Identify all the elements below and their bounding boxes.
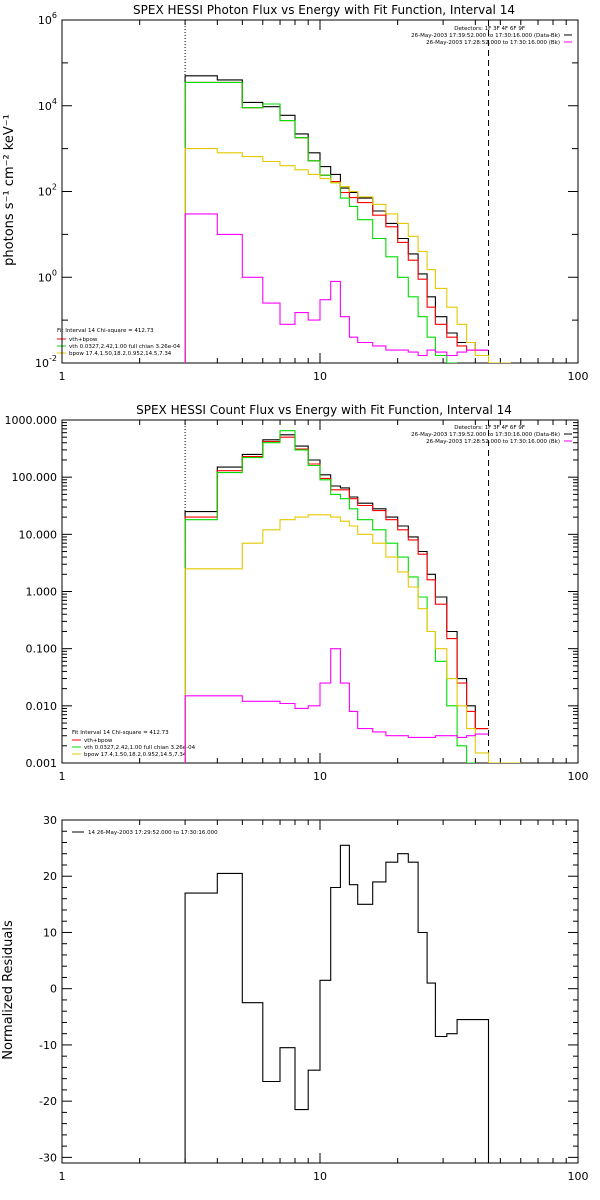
photon-y-tick-label: 102 <box>38 183 57 199</box>
residuals-x-tick-label: 100 <box>568 1170 589 1183</box>
photon-legend-sum: vth+bpow <box>69 337 98 343</box>
photon-y-tick-label: 10-2 <box>35 354 57 370</box>
count-series-vth <box>184 430 476 763</box>
photon-detectors-box: Detectors: 1F 3F 4F 6F 9F 26-May-2003 17… <box>411 26 572 46</box>
photon-flux-panel: SPEX HESSI Photon Flux vs Energy with Fi… <box>2 3 589 383</box>
photon-detectors-row-data: 26-May-2003 17:39:52.000 to 17:30:16.000… <box>411 33 560 39</box>
photon-y-axis-label: photons s⁻¹ cm⁻² keV⁻¹ <box>2 114 17 266</box>
count-x-tick-label: 1 <box>59 770 66 783</box>
residuals-y-tick-label: -30 <box>39 1151 57 1164</box>
count-x-tick-label: 10 <box>313 770 327 783</box>
count-y-tick-label: 10.000 <box>19 528 58 541</box>
photon-detectors-title: Detectors: 1F 3F 4F 6F 9F <box>454 26 525 32</box>
residuals-x-tick-label: 1 <box>59 1170 66 1183</box>
count-flux-panel: SPEX HESSI Count Flux vs Energy with Fit… <box>5 403 589 783</box>
photon-chart-title: SPEX HESSI Photon Flux vs Energy with Fi… <box>133 3 515 17</box>
count-chart-title: SPEX HESSI Count Flux vs Energy with Fit… <box>136 403 512 417</box>
photon-legend-header: Fit Interval 14 Chi-square = 412.73 <box>57 328 154 334</box>
count-y-tick-label: 0.100 <box>26 643 58 656</box>
residuals-panel: Normalized Residuals 14 26-May-2003 17:2… <box>1 814 589 1183</box>
photon-series-group <box>184 75 511 363</box>
count-series-data <box>184 434 489 763</box>
count-series-group <box>184 430 521 763</box>
count-legend-vth: vth 0.0327,2.42,1.00 full chian 3.26e-04 <box>84 745 196 751</box>
photon-fit-legend: Fit Interval 14 Chi-square = 412.73 vth+… <box>57 328 181 357</box>
residuals-series-resid <box>184 844 490 1163</box>
photon-legend-vth: vth 0.0327,2.42,1.00 full chian 3.26e-04 <box>69 344 181 350</box>
residuals-series-group <box>184 844 490 1163</box>
photon-x-tick-label: 100 <box>568 370 589 383</box>
count-detectors-box: Detectors: 1F 3F 4F 6F 9F 26-May-2003 17… <box>411 425 572 445</box>
photon-y-tick-label: 100 <box>38 268 57 284</box>
residuals-y-tick-label: 0 <box>50 983 57 996</box>
photon-series-data <box>184 75 489 363</box>
photon-detectors-row-bk: 26-May-2003 17:28:52.000 to 17:30:16.000… <box>426 40 560 46</box>
photon-x-tick-label: 1 <box>59 370 66 383</box>
count-y-tick-label: 1.000 <box>26 586 58 599</box>
residuals-legend-text: 14 26-May-2003 17:29:52.000 to 17:30:16.… <box>88 830 218 836</box>
count-detectors-row-bk: 26-May-2003 17:28:52.000 to 17:30:16.000… <box>426 439 560 445</box>
residuals-legend: 14 26-May-2003 17:29:52.000 to 17:30:16.… <box>72 830 218 836</box>
count-x-tick-label: 100 <box>568 770 589 783</box>
residuals-y-tick-label: 10 <box>43 926 57 939</box>
count-detectors-row-data: 26-May-2003 17:39:52.000 to 17:30:16.000… <box>411 432 560 438</box>
count-y-tick-label: 100.000 <box>12 471 58 484</box>
photon-series-bg <box>184 213 489 363</box>
photon-legend-bpow: bpow 17.4,1.50,18.2,0.952,14.5,7.34 <box>69 351 172 357</box>
count-legend-bpow: bpow 17.4,1.50,18.2,0.952,14.5,7.34 <box>84 752 187 758</box>
photon-y-tick-label: 104 <box>38 97 57 113</box>
photon-series-bpow <box>184 148 511 363</box>
count-legend-header: Fit Interval 14 Chi-square = 412.73 <box>72 730 169 736</box>
residuals-y-axis-label: Normalized Residuals <box>1 920 16 1060</box>
count-detectors-title: Detectors: 1F 3F 4F 6F 9F <box>454 425 525 431</box>
residuals-y-tick-label: -10 <box>39 1039 57 1052</box>
photon-series-sum <box>184 81 489 363</box>
count-series-bg <box>184 648 489 763</box>
residuals-y-tick-label: 30 <box>43 814 57 827</box>
photon-x-tick-label: 10 <box>313 370 327 383</box>
photon-y-tick-label: 106 <box>38 11 57 27</box>
residuals-x-tick-label: 10 <box>313 1170 327 1183</box>
count-series-bpow <box>184 514 521 763</box>
photon-series-vth <box>184 81 458 363</box>
count-series-sum <box>184 436 489 763</box>
residuals-y-tick-label: 20 <box>43 870 57 883</box>
count-y-tick-label: 1000.000 <box>5 414 58 427</box>
count-y-tick-label: 0.010 <box>26 700 58 713</box>
residuals-y-tick-label: -20 <box>39 1095 57 1108</box>
count-y-tick-label: 0.001 <box>26 757 58 770</box>
count-fit-legend: Fit Interval 14 Chi-square = 412.73 vth+… <box>72 730 196 758</box>
count-legend-sum: vth+bpow <box>84 738 113 744</box>
